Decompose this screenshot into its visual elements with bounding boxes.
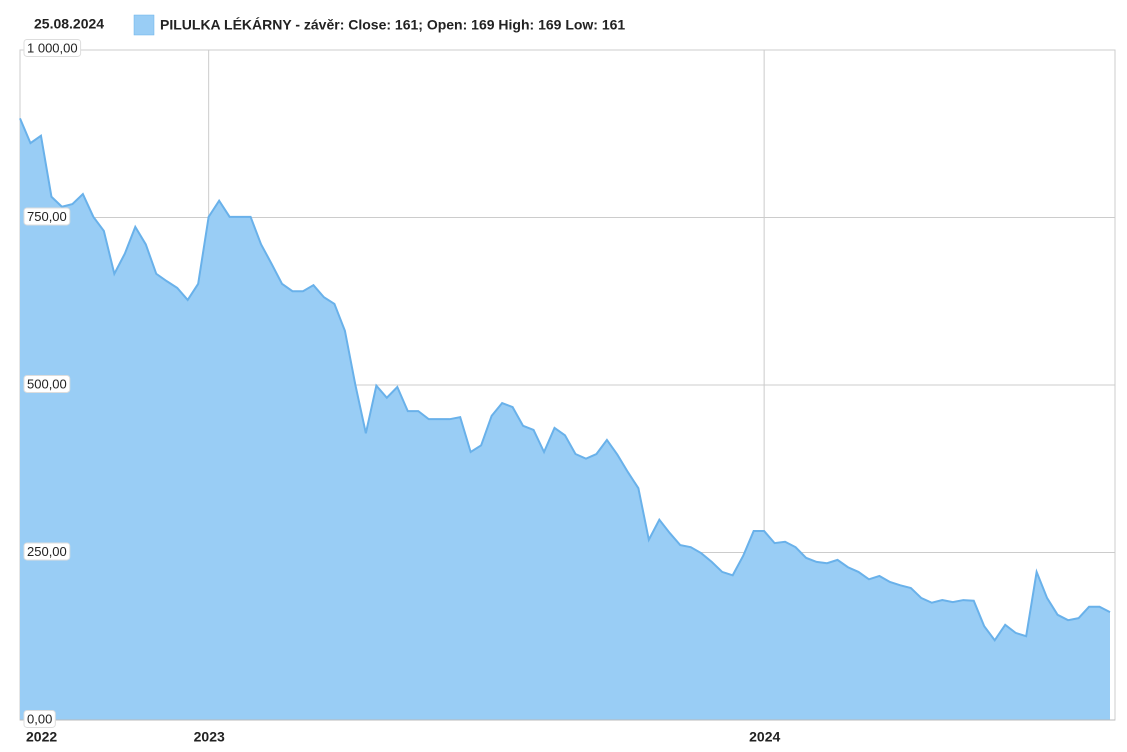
area [20, 118, 1110, 721]
date: 25.08.2024 [34, 16, 104, 32]
line [19, 117, 1111, 642]
y-tick-box [23, 542, 71, 561]
y-tick-label: 0,00 [27, 711, 52, 726]
y-tick-box [23, 207, 71, 226]
y-tick-box [23, 374, 71, 393]
y-tick-box [23, 709, 56, 728]
y-tick-label: 750,00 [27, 209, 67, 224]
legend-label: PILULKA LÉKÁRNY - závěr: Close: 161; Ope… [160, 17, 625, 33]
legend-swatch [133, 14, 155, 36]
x-tick-label: 2022 [26, 729, 57, 745]
x-tick-label: 2024 [749, 729, 780, 745]
y-tick-label: 1 000,00 [27, 40, 78, 55]
y-tick-box [23, 38, 82, 57]
y-tick-label: 250,00 [27, 544, 67, 559]
x-tick-label: 2023 [194, 729, 225, 745]
y-tick-label: 500,00 [27, 376, 67, 391]
